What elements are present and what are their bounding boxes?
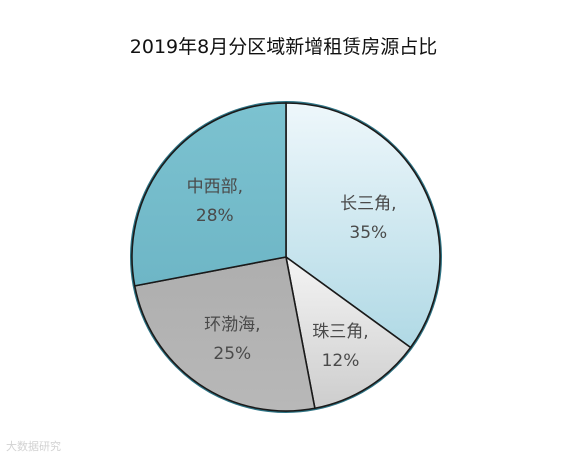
slice-label-name-1: 长三角, xyxy=(340,194,396,214)
slice-label-value-3: 25% xyxy=(213,344,251,364)
slice-label-name-3: 环渤海, xyxy=(204,315,260,335)
pie-slice-1 xyxy=(285,102,441,349)
pie-outline xyxy=(130,101,442,413)
chart-title: 2019年8月分区域新增租赁房源占比 xyxy=(129,36,438,58)
slice-label-name-4: 中西部, xyxy=(187,177,243,197)
slice-label-value-1: 35% xyxy=(349,223,387,243)
slice-label-value-2: 12% xyxy=(322,351,360,371)
pie-slice-2 xyxy=(284,255,412,410)
pie-slice-3 xyxy=(133,256,316,412)
slice-label-name-2: 珠三角, xyxy=(312,322,368,342)
slice-label-value-4: 28% xyxy=(196,206,234,226)
watermark: 大数据研究 xyxy=(6,440,61,453)
pie-slice-4 xyxy=(131,102,287,287)
